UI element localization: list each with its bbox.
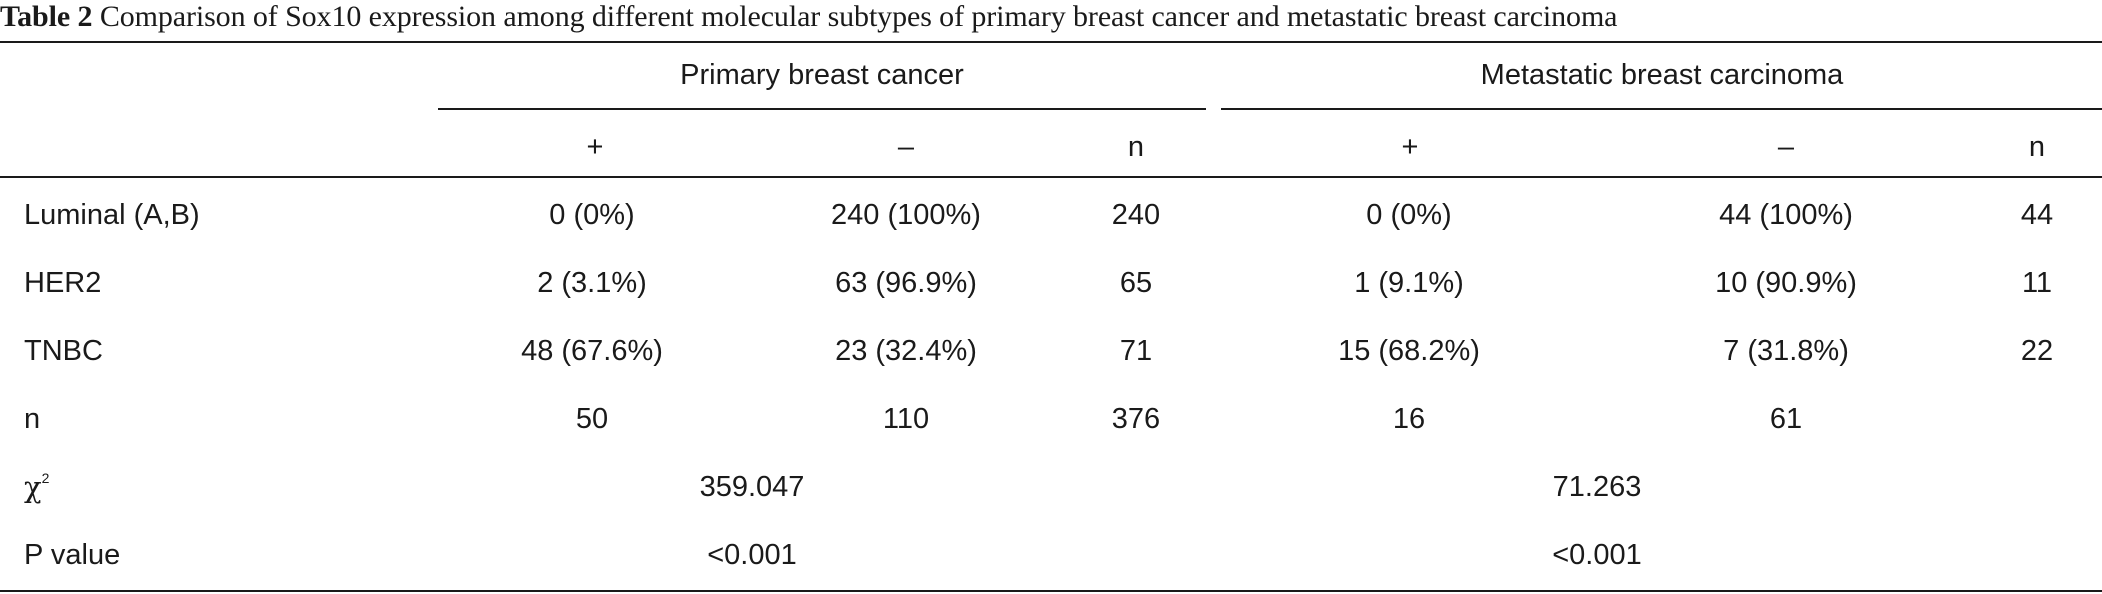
table-caption: Table 2 Comparison of Sox10 expression a… bbox=[0, 0, 2102, 40]
row-label: Luminal (A,B) bbox=[24, 199, 200, 231]
row-label: n bbox=[24, 403, 41, 435]
row-label: TNBC bbox=[24, 335, 103, 367]
table-cell: 0 (0%) bbox=[549, 199, 635, 231]
table-cell: 2 (3.1%) bbox=[537, 267, 647, 299]
table-cell: 22 bbox=[2020, 335, 2054, 367]
table-cell: 0 (0%) bbox=[1366, 199, 1452, 231]
group-rule-primary bbox=[438, 108, 1206, 110]
table-cell: 48 (67.6%) bbox=[521, 335, 663, 367]
table-cell: 10 (90.9%) bbox=[1715, 267, 1857, 299]
table-cell: 61 bbox=[1769, 403, 1803, 435]
p-value-metastatic: <0.001 bbox=[1552, 539, 1642, 571]
table-cell: 110 bbox=[882, 403, 930, 435]
header-rule bbox=[0, 176, 2102, 178]
table-caption-label: Table 2 bbox=[0, 0, 93, 33]
chi-square-primary: 359.047 bbox=[699, 471, 805, 503]
table-cell: 376 bbox=[1111, 403, 1161, 435]
chi-square-metastatic: 71.263 bbox=[1552, 471, 1642, 503]
table-caption-text: Comparison of Sox10 expression among dif… bbox=[99, 0, 1618, 33]
table-cell: 240 bbox=[1111, 199, 1161, 231]
column-header: + bbox=[586, 131, 604, 163]
table-cell: 65 bbox=[1119, 267, 1153, 299]
chi-superscript: 2 bbox=[41, 470, 50, 486]
column-header: n bbox=[2028, 131, 2046, 163]
table-cell: 7 (31.8%) bbox=[1723, 335, 1849, 367]
column-header: + bbox=[1401, 131, 1419, 163]
row-label: HER2 bbox=[24, 267, 102, 299]
column-header: – bbox=[1777, 131, 1795, 163]
group-rule-metastatic bbox=[1221, 108, 2102, 110]
table-cell: 71 bbox=[1119, 335, 1153, 367]
table-cell: 50 bbox=[575, 403, 609, 435]
table-cell: 1 (9.1%) bbox=[1354, 267, 1464, 299]
table-cell: 44 bbox=[2020, 199, 2054, 231]
table-cell: 15 (68.2%) bbox=[1338, 335, 1480, 367]
chi-symbol: χ bbox=[24, 470, 42, 504]
table-cell: 23 (32.4%) bbox=[835, 335, 977, 367]
table-cell: 44 (100%) bbox=[1719, 199, 1853, 231]
bottom-rule bbox=[0, 590, 2102, 592]
table-cell: 63 (96.9%) bbox=[835, 267, 977, 299]
group-header-metastatic: Metastatic breast carcinoma bbox=[1480, 59, 1844, 91]
column-header: – bbox=[897, 131, 915, 163]
table-cell: 16 bbox=[1392, 403, 1426, 435]
chi-square-label: χ2 bbox=[24, 470, 49, 505]
p-value-primary: <0.001 bbox=[707, 539, 797, 571]
column-header: n bbox=[1127, 131, 1145, 163]
row-label: P value bbox=[24, 539, 121, 571]
table-cell: 11 bbox=[2021, 267, 2053, 299]
top-rule bbox=[0, 41, 2102, 43]
table-cell: 240 (100%) bbox=[831, 199, 981, 231]
group-header-primary: Primary breast cancer bbox=[680, 59, 964, 91]
